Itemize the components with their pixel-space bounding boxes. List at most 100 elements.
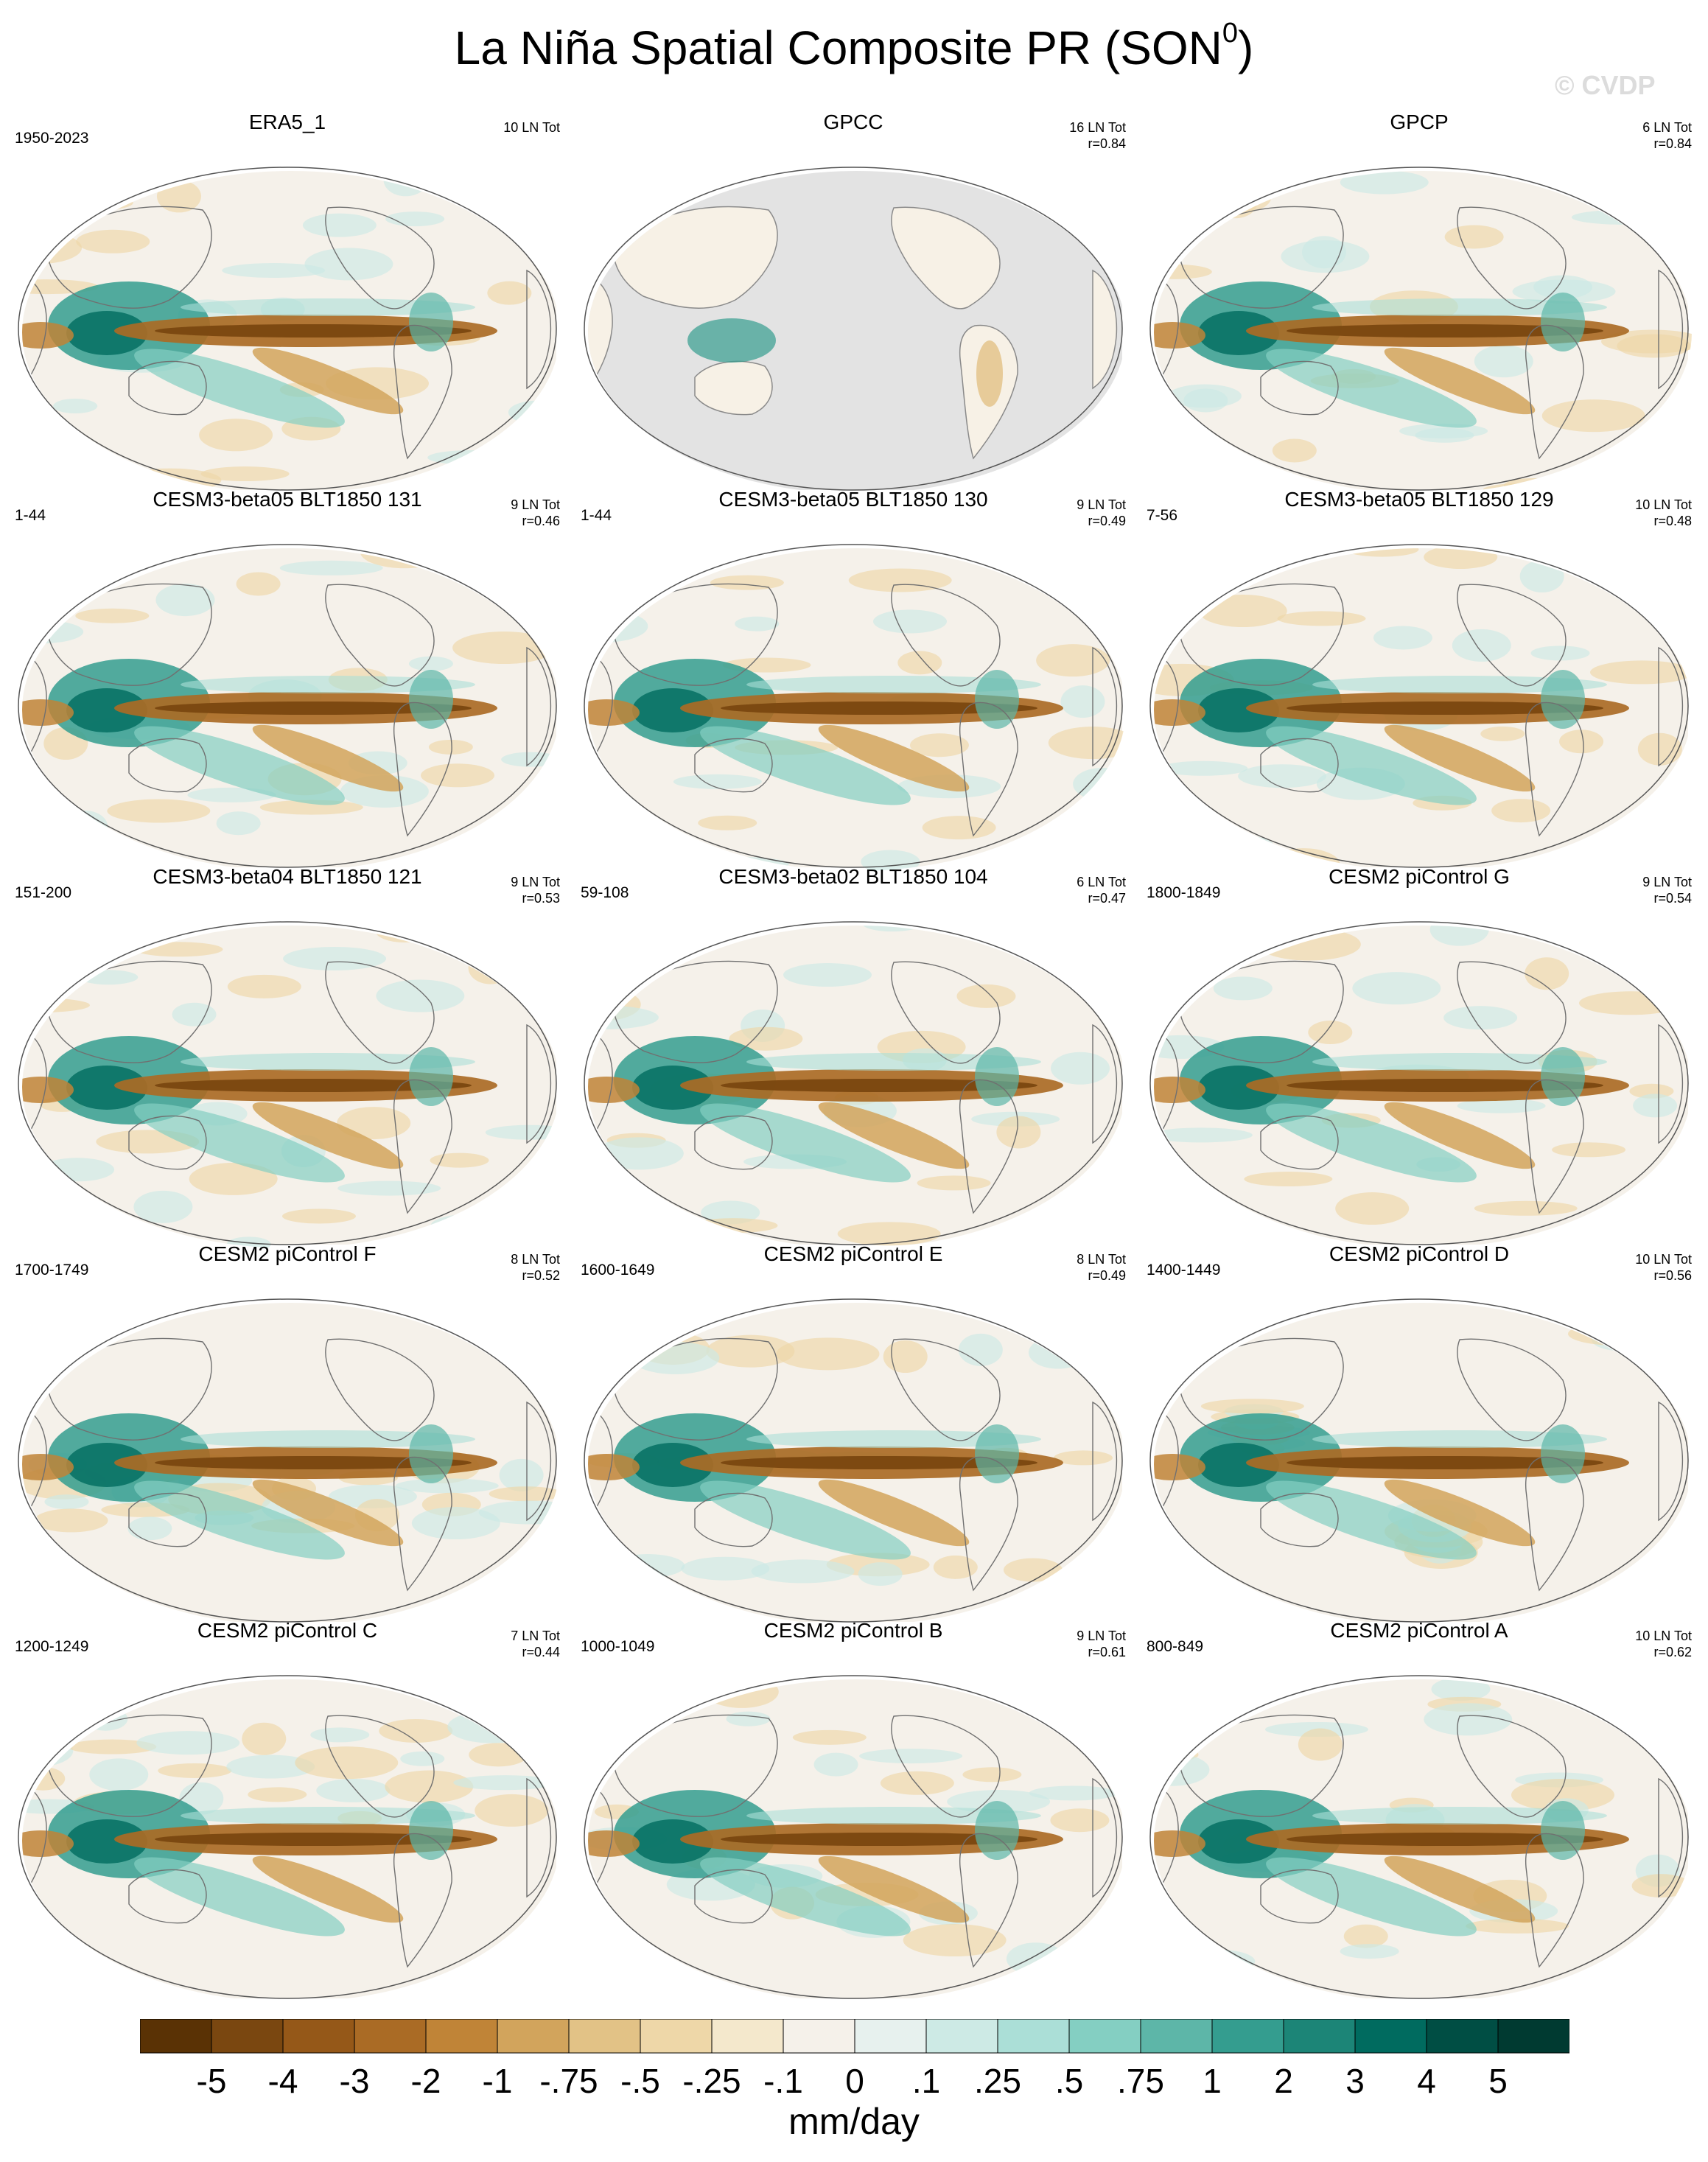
wet-anomaly [1266,726,1477,805]
map-border [18,1675,557,1999]
panel-title: CESM3-beta05 BLT1850 130 [718,488,988,511]
panel-years: 1400-1449 [1147,1262,1221,1278]
weak-anomaly [1457,1098,1546,1113]
colorbar-label: mm/day [788,2101,920,2142]
coastline [891,961,1001,1064]
dry-anomaly [818,724,970,792]
weak-anomaly [227,974,301,998]
weak-anomaly [1090,1197,1126,1212]
weak-anomaly [813,1752,858,1777]
wet-anomaly [1198,1443,1279,1487]
wet-anomaly [1312,1807,1607,1825]
panel-title: CESM2 piControl D [1329,1242,1510,1265]
weak-anomaly [990,1979,1094,1994]
map-plot [1149,1298,1689,1626]
panel-stats: 9 LN Tot r=0.53 [511,874,560,906]
map-plot [584,921,1126,1246]
pattern-correlation: r=0.53 [522,891,560,906]
weak-anomaly [880,1771,954,1795]
weak-anomaly [1511,1778,1614,1811]
weak-anomaly [1028,1336,1088,1369]
panel-stats: 7 LN Tot r=0.44 [511,1628,560,1660]
weak-anomaly [1159,760,1248,776]
dry-anomaly [818,1102,970,1169]
weak-anomaly [1343,1924,1388,1948]
dry-anomaly [22,699,74,726]
weak-anomaly [710,575,784,590]
dry-anomaly [721,1456,1037,1469]
wet-anomaly [1312,676,1607,693]
wet-anomaly [700,726,911,805]
panel-stats: 10 LN Tot r=0.62 [1635,1628,1692,1660]
weak-anomaly [1617,334,1691,358]
dry-anomaly [1287,1079,1603,1092]
land-mask [1092,269,1118,390]
weak-anomaly [199,419,273,452]
missing-data-fill [588,171,1122,490]
dry-anomaly [1287,1456,1603,1469]
colorbar-tick-label: .25 [974,2062,1021,2100]
colorbar-box [1497,2019,1569,2054]
pattern-correlation: r=0.61 [1088,1645,1126,1659]
coastline [959,1833,1018,1968]
weak-anomaly [1466,1918,1569,1934]
weak-anomaly [588,1339,635,1372]
event-count: 10 LN Tot [503,120,560,135]
weak-anomaly [295,1746,399,1780]
colorbar-box [211,2019,284,2054]
dry-anomaly [1154,1830,1205,1857]
weak-anomaly [1200,1206,1245,1239]
weak-anomaly [1595,1311,1639,1335]
colorbar-box [568,2019,641,2054]
panel-stats: 9 LN Tot r=0.46 [511,497,560,529]
panel-years: 1-44 [581,507,612,524]
weak-anomaly [735,616,780,632]
pattern-correlation: r=0.56 [1653,1268,1692,1283]
weak-anomaly [1170,833,1274,858]
coastline [1179,583,1344,686]
colorbar-tick-label: .5 [1055,2062,1083,2100]
map-border [18,167,557,491]
colorbar-tick-label: -.25 [682,2062,741,2100]
dry-anomaly [252,724,404,792]
colorbar-tick-label: -3 [340,2062,370,2100]
coastline [1092,1777,1118,1898]
map-plot [584,1298,1126,1623]
panel-years: 1700-1749 [15,1262,89,1278]
wet-anomaly [1198,688,1279,732]
panel-years: 800-849 [1147,1638,1204,1655]
coastline [613,583,778,686]
weak-anomaly [1629,830,1692,845]
map-plot [18,1298,560,1623]
colorbar-tick-label: 3 [1345,2062,1365,2100]
weak-anomaly [236,572,281,596]
wet-anomaly [66,1443,147,1487]
panel-years: 7-56 [1147,507,1178,524]
coastline [1260,1869,1339,1924]
weak-anomaly [499,1458,544,1491]
coastline [1525,1079,1584,1214]
coastline [1092,1401,1118,1522]
colorbar-box [354,2019,427,2054]
weak-anomaly [1060,685,1105,718]
dry-anomaly [252,347,404,415]
weak-anomaly [1054,1450,1113,1466]
wet-anomaly [66,688,147,732]
weak-anomaly [400,1751,445,1766]
coastline [1658,1024,1684,1144]
weak-anomaly [522,1186,560,1210]
weak-anomaly [337,1107,411,1140]
weak-anomaly [310,1727,370,1743]
coastline [1658,646,1684,767]
coastline [128,1492,207,1547]
colorbar-tick-label: 1 [1203,2062,1222,2100]
wet-anomaly [632,688,713,732]
weak-anomaly [958,1333,1003,1366]
event-count: 9 LN Tot [1642,875,1692,889]
coastline [694,1492,773,1547]
map-plot [18,921,560,1248]
weak-anomaly [430,1152,489,1168]
weak-anomaly [189,1162,278,1195]
panel-stats: 9 LN Tot r=0.61 [1077,1628,1126,1660]
weak-anomaly [726,1711,771,1727]
